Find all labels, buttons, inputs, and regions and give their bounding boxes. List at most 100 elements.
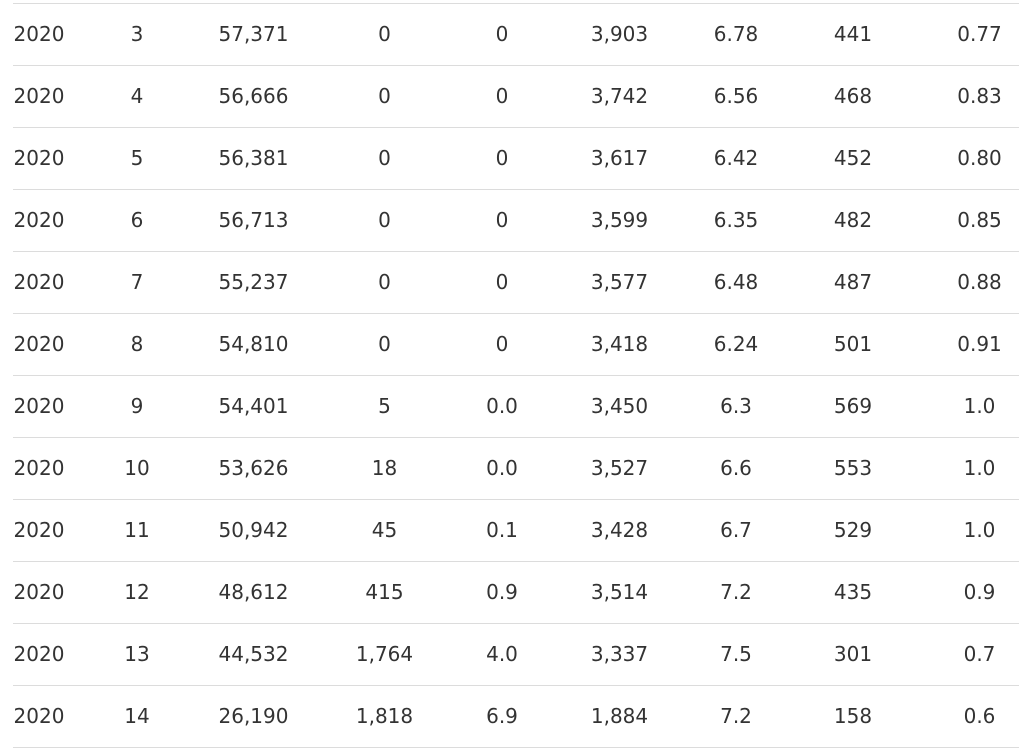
cell-week: 4 [65,65,209,128]
cell-col-6: 1,884 [533,685,706,748]
data-table-container: 2020 3 57,371 0 0 3,903 6.78 441 0.77 2020 4 56,666… [13,3,1019,748]
cell-week: 7 [65,251,209,314]
table-row: 2020 5 56,381 0 0 3,617 6.42 452 0.80 [13,127,1019,190]
cell-col-5: 0 [471,251,533,314]
cell-col-8: 301 [766,623,940,686]
cell-year: 2020 [13,685,65,748]
cell-col-3: 55,237 [209,251,298,314]
table-row: 2020 8 54,810 0 0 3,418 6.24 501 0.91 [13,313,1019,376]
table-row: 2020 11 50,942 45 0.1 3,428 6.7 529 1.0 [13,499,1019,562]
cell-col-7: 6.48 [706,251,766,314]
cell-week: 8 [65,313,209,376]
cell-col-9: 0.88 [940,251,1019,314]
cell-col-7: 6.24 [706,313,766,376]
cell-col-6: 3,742 [533,65,706,128]
cell-col-3: 56,666 [209,65,298,128]
cell-col-5: 0.0 [471,437,533,500]
cell-col-9: 0.83 [940,65,1019,128]
cell-col-8: 441 [766,4,940,66]
cell-col-9: 0.85 [940,189,1019,252]
cell-week: 13 [65,623,209,686]
cell-year: 2020 [13,251,65,314]
cell-col-4: 1,818 [298,685,471,748]
cell-col-3: 57,371 [209,4,298,66]
cell-col-7: 6.78 [706,4,766,66]
cell-col-9: 0.9 [940,561,1019,624]
cell-col-7: 6.35 [706,189,766,252]
cell-year: 2020 [13,127,65,190]
cell-col-4: 45 [298,499,471,562]
cell-col-3: 44,532 [209,623,298,686]
cell-col-5: 0 [471,4,533,66]
cell-year: 2020 [13,437,65,500]
cell-col-4: 0 [298,4,471,66]
cell-col-3: 54,401 [209,375,298,438]
cell-col-8: 487 [766,251,940,314]
cell-year: 2020 [13,499,65,562]
cell-col-7: 6.7 [706,499,766,562]
cell-week: 9 [65,375,209,438]
cell-week: 12 [65,561,209,624]
table-row: 2020 7 55,237 0 0 3,577 6.48 487 0.88 [13,251,1019,314]
cell-col-4: 0 [298,251,471,314]
cell-col-8: 468 [766,65,940,128]
cell-col-4: 5 [298,375,471,438]
cell-week: 6 [65,189,209,252]
cell-year: 2020 [13,65,65,128]
cell-col-3: 50,942 [209,499,298,562]
cell-week: 3 [65,4,209,66]
cell-col-9: 0.80 [940,127,1019,190]
cell-col-3: 53,626 [209,437,298,500]
cell-col-5: 0 [471,127,533,190]
cell-col-9: 0.77 [940,4,1019,66]
data-table: 2020 3 57,371 0 0 3,903 6.78 441 0.77 2020 4 56,666… [13,4,1019,748]
cell-col-9: 1.0 [940,499,1019,562]
cell-col-8: 452 [766,127,940,190]
cell-col-6: 3,617 [533,127,706,190]
cell-col-6: 3,450 [533,375,706,438]
cell-col-3: 26,190 [209,685,298,748]
cell-col-4: 415 [298,561,471,624]
cell-week: 5 [65,127,209,190]
cell-col-8: 482 [766,189,940,252]
cell-col-7: 7.5 [706,623,766,686]
cell-year: 2020 [13,623,65,686]
cell-col-6: 3,514 [533,561,706,624]
cell-col-3: 54,810 [209,313,298,376]
cell-col-6: 3,599 [533,189,706,252]
cell-col-5: 6.9 [471,685,533,748]
cell-col-9: 0.91 [940,313,1019,376]
cell-week: 14 [65,685,209,748]
cell-col-9: 0.6 [940,685,1019,748]
cell-col-7: 6.3 [706,375,766,438]
cell-col-9: 1.0 [940,375,1019,438]
cell-col-6: 3,903 [533,4,706,66]
cell-year: 2020 [13,4,65,66]
cell-col-5: 0 [471,65,533,128]
cell-year: 2020 [13,189,65,252]
cell-year: 2020 [13,313,65,376]
cell-col-7: 7.2 [706,685,766,748]
cell-col-7: 6.42 [706,127,766,190]
table-body: 2020 3 57,371 0 0 3,903 6.78 441 0.77 2020 4 56,666… [13,4,1019,748]
cell-col-8: 501 [766,313,940,376]
cell-col-8: 158 [766,685,940,748]
cell-col-8: 553 [766,437,940,500]
cell-year: 2020 [13,561,65,624]
table-row: 2020 13 44,532 1,764 4.0 3,337 7.5 301 0.7 [13,623,1019,686]
cell-week: 10 [65,437,209,500]
cell-col-8: 529 [766,499,940,562]
cell-col-6: 3,418 [533,313,706,376]
cell-col-8: 569 [766,375,940,438]
cell-col-5: 0 [471,189,533,252]
cell-col-4: 0 [298,65,471,128]
cell-col-9: 0.7 [940,623,1019,686]
cell-col-6: 3,527 [533,437,706,500]
cell-col-4: 18 [298,437,471,500]
table-row: 2020 12 48,612 415 0.9 3,514 7.2 435 0.9 [13,561,1019,624]
cell-col-4: 0 [298,127,471,190]
cell-col-5: 0 [471,313,533,376]
cell-col-6: 3,428 [533,499,706,562]
cell-col-4: 0 [298,189,471,252]
table-row: 2020 3 57,371 0 0 3,903 6.78 441 0.77 [13,4,1019,66]
